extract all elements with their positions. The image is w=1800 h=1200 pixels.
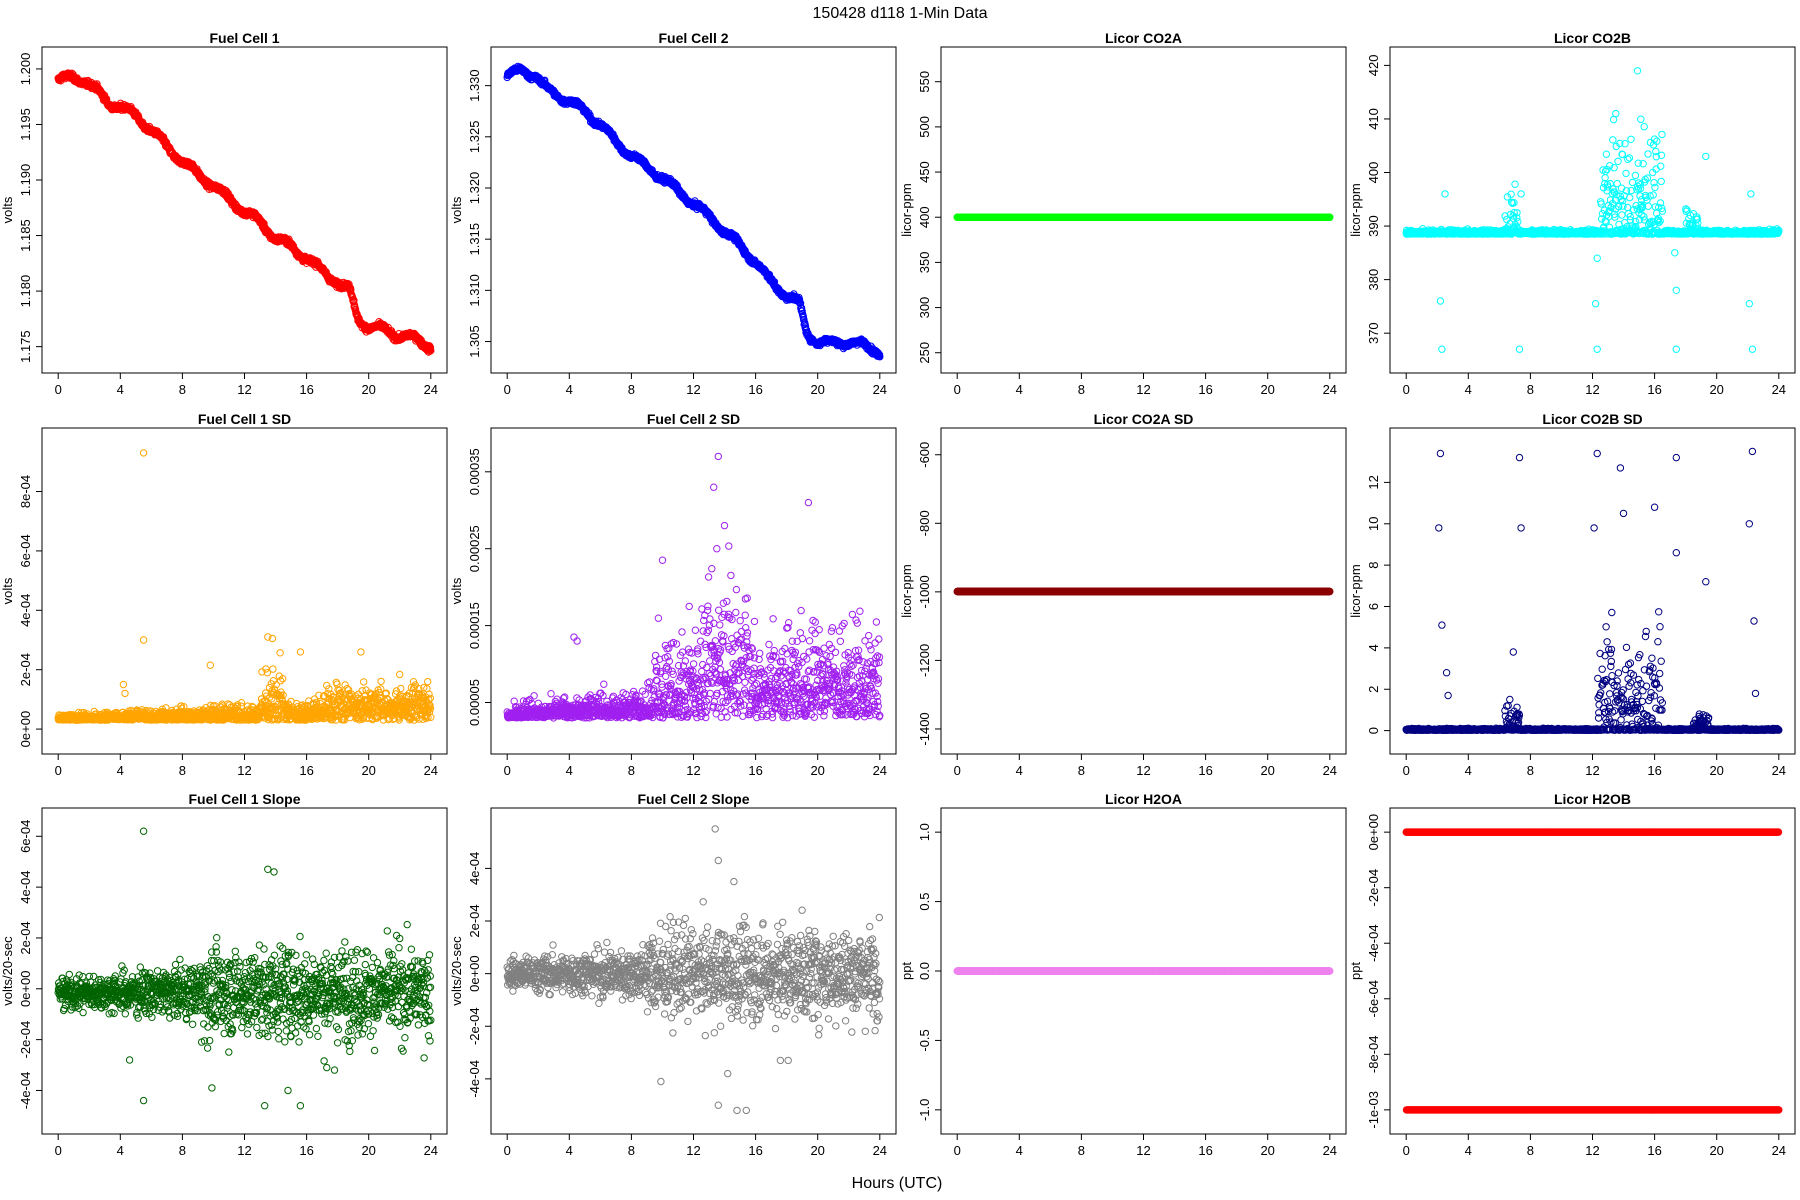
panel-title: Fuel Cell 1 bbox=[209, 30, 279, 46]
y-tick-label: 1.310 bbox=[467, 274, 482, 307]
x-tick-label: 24 bbox=[424, 382, 438, 397]
y-tick-label: 370 bbox=[1366, 322, 1381, 344]
x-tick-label: 20 bbox=[1709, 382, 1723, 397]
x-tick-label: 24 bbox=[1323, 382, 1337, 397]
x-tick-label: 8 bbox=[628, 382, 635, 397]
figure-title: 150428 d118 1-Min Data bbox=[813, 5, 988, 22]
y-tick-label: 450 bbox=[917, 161, 932, 183]
x-tick-label: 12 bbox=[686, 382, 700, 397]
x-tick-label: 16 bbox=[299, 382, 313, 397]
x-tick-label: 16 bbox=[748, 382, 762, 397]
x-tick-label: 16 bbox=[1198, 382, 1212, 397]
plot-frame bbox=[940, 46, 1347, 374]
data-point bbox=[1511, 180, 1519, 188]
data-points bbox=[54, 69, 435, 356]
figure-xlabel: Hours (UTC) bbox=[852, 1175, 943, 1192]
y-tick-label: 400 bbox=[1366, 162, 1381, 184]
y-tick-label: 400 bbox=[917, 206, 932, 228]
y-tick-label: 1.175 bbox=[18, 330, 33, 363]
y-tick-label: 410 bbox=[1366, 108, 1381, 130]
y-tick-label: 1.330 bbox=[467, 69, 482, 102]
y-tick-label: 1.320 bbox=[467, 172, 482, 205]
x-tick-label: 24 bbox=[1772, 382, 1786, 397]
data-points bbox=[1402, 67, 1783, 353]
y-tick-label: 550 bbox=[917, 71, 932, 93]
panel: Licor CO2A licor-ppm 0 4 8 12 16 20 24 250 300 350 4… bbox=[899, 30, 1347, 397]
x-tick-label: 4 bbox=[566, 382, 573, 397]
x-tick-label: 12 bbox=[237, 382, 251, 397]
y-tick-label: 1.325 bbox=[467, 121, 482, 154]
y-tick-label: 380 bbox=[1366, 269, 1381, 291]
data-points bbox=[953, 213, 1334, 221]
x-tick-label: 0 bbox=[954, 382, 961, 397]
x-tick-label: 12 bbox=[1585, 382, 1599, 397]
panel: Fuel Cell 1 volts 0 4 8 12 16 20 24 1.175 1.180 1.1… bbox=[0, 30, 448, 397]
x-tick-label: 24 bbox=[873, 382, 887, 397]
x-tick-label: 20 bbox=[810, 382, 824, 397]
y-tick-label: 250 bbox=[917, 342, 932, 364]
y-axis-label: volts bbox=[0, 196, 15, 223]
y-tick-label: 1.200 bbox=[18, 53, 33, 86]
x-tick-label: 8 bbox=[1078, 382, 1085, 397]
panels: Fuel Cell 1 volts 0 4 8 12 16 20 24 1.175 1.180 1.1… bbox=[0, 30, 1796, 1158]
panel-title: Licor CO2A bbox=[1105, 30, 1182, 46]
y-tick-label: 1.190 bbox=[18, 164, 33, 197]
panel-title: Fuel Cell 2 bbox=[658, 30, 728, 46]
y-tick-label: 390 bbox=[1366, 215, 1381, 237]
data-points bbox=[503, 62, 884, 361]
x-tick-label: 20 bbox=[361, 382, 375, 397]
panel-title: Licor CO2B bbox=[1554, 30, 1631, 46]
data-point bbox=[100, 91, 109, 100]
y-tick-label: 1.315 bbox=[467, 223, 482, 256]
y-tick-label: 1.180 bbox=[18, 275, 33, 308]
y-axis-label: volts bbox=[449, 196, 464, 223]
x-tick-label: 12 bbox=[1136, 382, 1150, 397]
y-axis-label: licor-ppm bbox=[1348, 183, 1363, 236]
plot-frame bbox=[1389, 46, 1796, 374]
panel: Fuel Cell 2 volts 0 4 8 12 16 20 24 1.305 1.310 1.3… bbox=[449, 30, 897, 397]
y-tick-label: 1.305 bbox=[467, 325, 482, 358]
x-tick-label: 0 bbox=[55, 382, 62, 397]
panel: Licor CO2B licor-ppm 0 4 8 12 16 20 24 370 380 390 4… bbox=[1348, 30, 1796, 397]
x-tick-label: 0 bbox=[504, 382, 511, 397]
x-tick-label: 8 bbox=[179, 382, 186, 397]
x-tick-label: 0 bbox=[1403, 382, 1410, 397]
y-axis-label: licor-ppm bbox=[899, 183, 914, 236]
y-tick-label: 500 bbox=[917, 116, 932, 138]
x-tick-label: 4 bbox=[1016, 382, 1023, 397]
y-tick-label: 1.195 bbox=[18, 108, 33, 141]
y-tick-label: 300 bbox=[917, 297, 932, 319]
x-tick-label: 4 bbox=[117, 382, 124, 397]
x-tick-label: 16 bbox=[1647, 382, 1661, 397]
y-tick-label: 420 bbox=[1366, 55, 1381, 77]
y-tick-label: 1.185 bbox=[18, 219, 33, 252]
x-tick-label: 20 bbox=[1260, 382, 1274, 397]
x-tick-label: 8 bbox=[1527, 382, 1534, 397]
x-tick-label: 4 bbox=[1465, 382, 1472, 397]
y-tick-label: 350 bbox=[917, 252, 932, 274]
